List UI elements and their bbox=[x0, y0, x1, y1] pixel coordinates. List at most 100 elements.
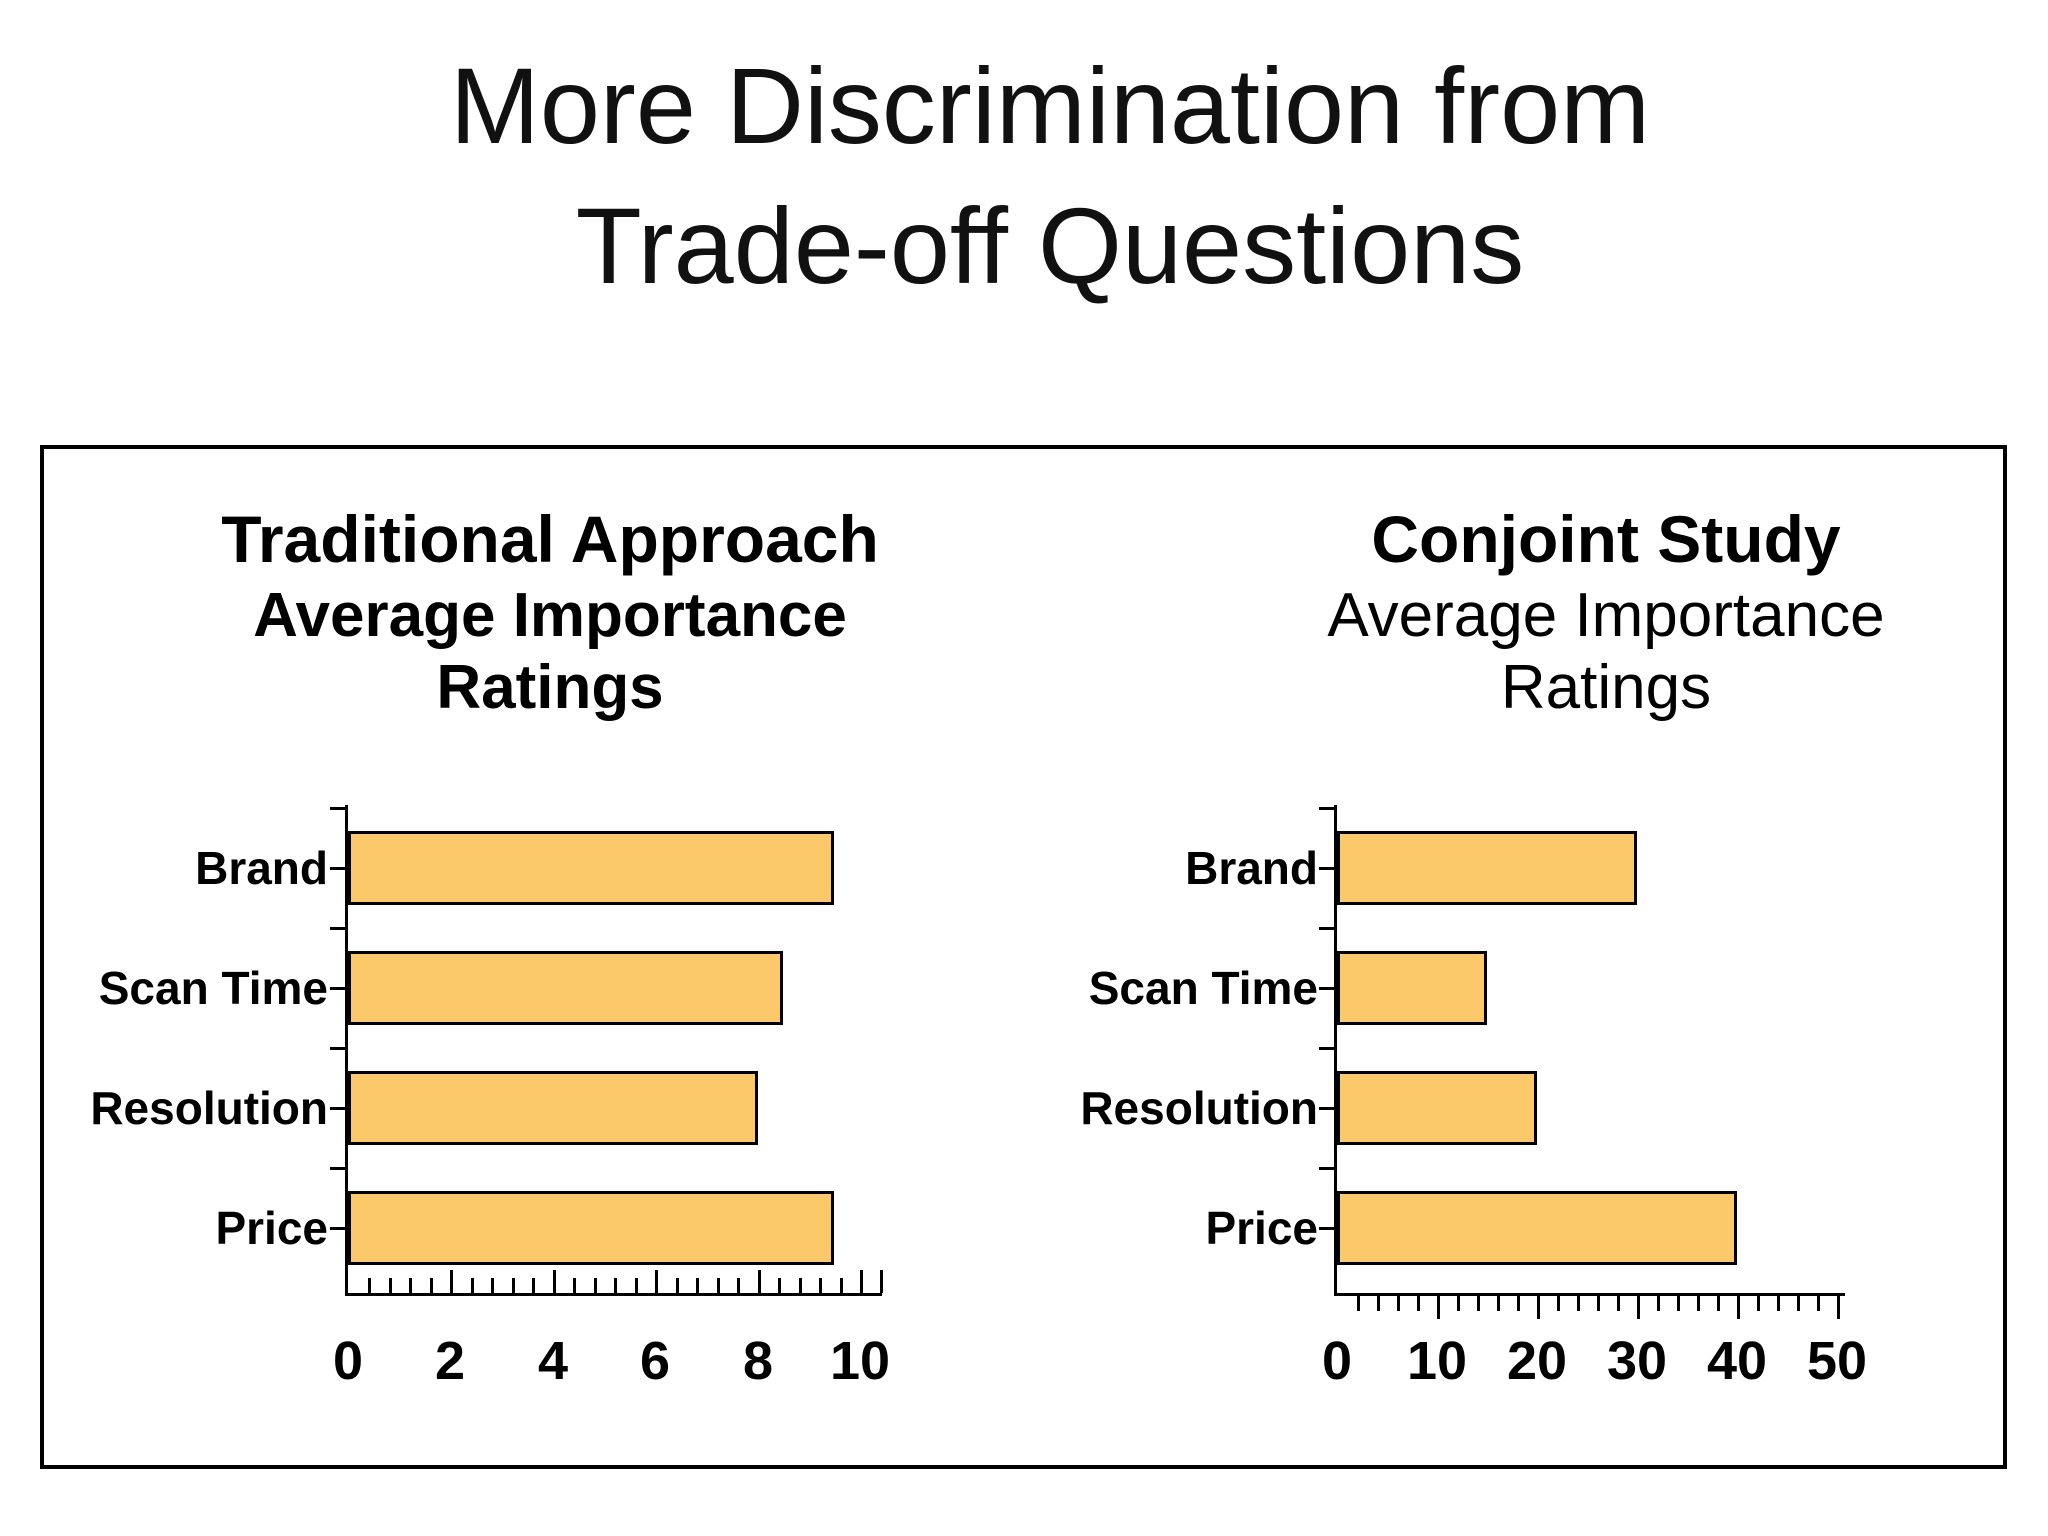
x-axis-minor-tick bbox=[1697, 1296, 1700, 1311]
x-axis-minor-tick bbox=[368, 1278, 371, 1293]
chart-subtitle-line1: Average Importance bbox=[253, 581, 847, 650]
category-label-resolution: Resolution bbox=[1080, 1082, 1318, 1134]
y-axis-line bbox=[1334, 805, 1337, 1296]
x-axis-major-tick bbox=[1837, 1296, 1840, 1319]
x-tick-label-10: 10 bbox=[829, 1331, 891, 1391]
x-axis-minor-tick bbox=[1497, 1296, 1500, 1311]
x-axis-major-tick bbox=[450, 1270, 453, 1293]
y-axis-tick bbox=[330, 927, 345, 930]
x-axis-minor-tick bbox=[1717, 1296, 1720, 1311]
x-axis-minor-tick bbox=[1577, 1296, 1580, 1311]
x-axis-minor-tick bbox=[1357, 1296, 1360, 1311]
bar-scan-time bbox=[1337, 951, 1487, 1025]
chart-subtitle-line2: Ratings bbox=[436, 653, 664, 722]
category-label-scan-time: Scan Time bbox=[1088, 962, 1318, 1014]
bar-brand bbox=[348, 831, 834, 905]
x-axis-minor-tick bbox=[430, 1278, 433, 1293]
bar-scan-time bbox=[348, 951, 783, 1025]
x-axis-major-tick bbox=[553, 1270, 556, 1293]
y-axis-tick bbox=[1319, 807, 1334, 810]
x-axis-minor-tick bbox=[799, 1278, 802, 1293]
category-label-scan-time: Scan Time bbox=[98, 962, 328, 1014]
x-axis-minor-tick bbox=[1517, 1296, 1520, 1311]
x-axis-minor-tick bbox=[573, 1278, 576, 1293]
x-tick-label-0: 0 bbox=[332, 1331, 364, 1391]
y-axis-tick bbox=[1319, 1047, 1334, 1050]
bar-price bbox=[348, 1191, 834, 1265]
x-axis-minor-tick bbox=[1617, 1296, 1620, 1311]
x-axis-line bbox=[1334, 1293, 1845, 1296]
x-axis-major-tick bbox=[880, 1270, 883, 1293]
x-axis-minor-tick bbox=[1677, 1296, 1680, 1311]
y-axis-tick bbox=[330, 1227, 345, 1230]
x-axis-major-tick bbox=[1437, 1296, 1440, 1319]
x-axis-minor-tick bbox=[614, 1278, 617, 1293]
x-tick-label-20: 20 bbox=[1506, 1331, 1568, 1391]
x-axis-minor-tick bbox=[819, 1278, 822, 1293]
x-axis-minor-tick bbox=[491, 1278, 494, 1293]
x-axis-minor-tick bbox=[1397, 1296, 1400, 1311]
x-tick-label-40: 40 bbox=[1706, 1331, 1768, 1391]
x-axis-minor-tick bbox=[696, 1278, 699, 1293]
x-axis-minor-tick bbox=[1557, 1296, 1560, 1311]
category-label-price: Price bbox=[215, 1202, 328, 1254]
chart-title-text: Conjoint Study bbox=[1371, 502, 1841, 576]
y-axis-tick bbox=[330, 1167, 345, 1170]
x-axis-minor-tick bbox=[471, 1278, 474, 1293]
x-axis-minor-tick bbox=[778, 1278, 781, 1293]
slide-title: More Discrimination from Trade-off Quest… bbox=[450, 36, 1650, 316]
bar-resolution bbox=[348, 1071, 758, 1145]
y-axis-tick bbox=[1319, 987, 1334, 990]
category-label-price: Price bbox=[1205, 1202, 1318, 1254]
bar-price bbox=[1337, 1191, 1737, 1265]
chart-subtitle-line1: Average Importance bbox=[1327, 581, 1885, 650]
x-axis-minor-tick bbox=[409, 1278, 412, 1293]
x-tick-label-8: 8 bbox=[742, 1331, 774, 1391]
chart-title-text: Traditional Approach bbox=[221, 502, 879, 576]
x-axis-minor-tick bbox=[1777, 1296, 1780, 1311]
x-axis-minor-tick bbox=[1597, 1296, 1600, 1311]
x-tick-label-2: 2 bbox=[434, 1331, 466, 1391]
x-axis-minor-tick bbox=[389, 1278, 392, 1293]
x-tick-label-10: 10 bbox=[1406, 1331, 1468, 1391]
slide-title-line2: Trade-off Questions bbox=[575, 185, 1525, 306]
bar-brand bbox=[1337, 831, 1637, 905]
y-axis-tick bbox=[1319, 1107, 1334, 1110]
x-axis-minor-tick bbox=[1477, 1296, 1480, 1311]
y-axis-tick bbox=[1319, 867, 1334, 870]
y-axis-tick bbox=[330, 807, 345, 810]
chart-title-block: Conjoint Study Average Importance Ratings bbox=[1327, 498, 1884, 724]
x-tick-label-50: 50 bbox=[1806, 1331, 1868, 1391]
x-axis-minor-tick bbox=[1457, 1296, 1460, 1311]
y-axis-tick bbox=[330, 1107, 345, 1110]
x-axis-minor-tick bbox=[512, 1278, 515, 1293]
category-label-resolution: Resolution bbox=[90, 1082, 328, 1134]
x-axis-major-tick bbox=[1537, 1296, 1540, 1319]
y-axis-line bbox=[345, 805, 348, 1296]
x-axis-minor-tick bbox=[532, 1278, 535, 1293]
x-axis-minor-tick bbox=[737, 1278, 740, 1293]
chart-title-block: Traditional Approach Average Importance Ra… bbox=[221, 498, 879, 724]
y-axis-tick bbox=[330, 987, 345, 990]
chart-subtitle-line2: Ratings bbox=[1500, 653, 1712, 722]
x-axis-minor-tick bbox=[594, 1278, 597, 1293]
category-label-brand: Brand bbox=[195, 842, 328, 894]
x-axis-minor-tick bbox=[1757, 1296, 1760, 1311]
x-axis-minor-tick bbox=[1797, 1296, 1800, 1311]
x-axis-line bbox=[345, 1293, 882, 1296]
y-axis-tick bbox=[1319, 1227, 1334, 1230]
y-axis-tick bbox=[1319, 1167, 1334, 1170]
x-axis-minor-tick bbox=[1817, 1296, 1820, 1311]
x-axis-major-tick bbox=[758, 1270, 761, 1293]
x-axis-major-tick bbox=[1737, 1296, 1740, 1319]
x-axis-major-tick bbox=[655, 1270, 658, 1293]
y-axis-tick bbox=[1319, 927, 1334, 930]
y-axis-tick bbox=[330, 1047, 345, 1050]
x-tick-label-6: 6 bbox=[639, 1331, 671, 1391]
x-axis-minor-tick bbox=[676, 1278, 679, 1293]
x-tick-label-0: 0 bbox=[1321, 1331, 1353, 1391]
x-axis-minor-tick bbox=[1417, 1296, 1420, 1311]
x-axis-major-tick bbox=[1637, 1296, 1640, 1319]
